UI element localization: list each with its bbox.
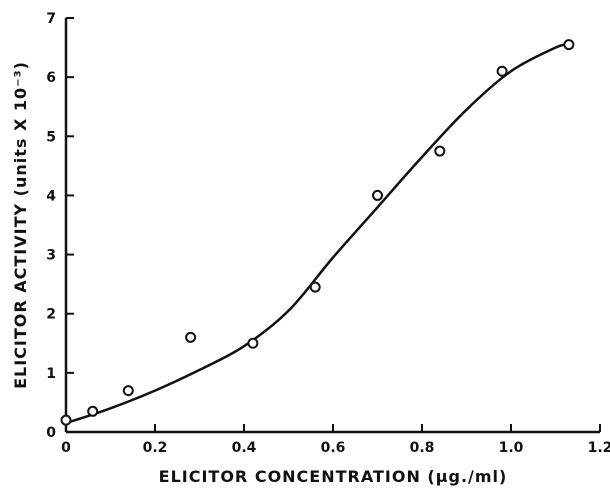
y-axis-label: ELICITOR ACTIVITY (units X 10⁻³) bbox=[11, 61, 30, 389]
x-tick-label: 1.2 bbox=[588, 440, 610, 456]
data-point bbox=[122, 385, 134, 397]
data-points bbox=[60, 39, 575, 426]
data-point bbox=[496, 65, 508, 77]
data-point bbox=[563, 39, 575, 51]
data-point bbox=[87, 405, 99, 417]
y-tick-label: 1 bbox=[46, 366, 56, 382]
x-tick-label: 0 bbox=[61, 440, 71, 456]
x-tick-label: 1.0 bbox=[499, 440, 524, 456]
y-tick-label: 4 bbox=[46, 188, 56, 204]
fit-curve bbox=[65, 43, 570, 425]
x-tick-label: 0.4 bbox=[232, 440, 257, 456]
data-point bbox=[372, 189, 383, 201]
x-axis-ticks: 0 0.2 0.4 0.6 0.8 1.0 1.2 bbox=[61, 424, 610, 456]
y-tick-label: 6 bbox=[46, 70, 56, 86]
data-point bbox=[309, 281, 321, 293]
data-point bbox=[247, 337, 259, 349]
y-tick-label: 3 bbox=[46, 248, 56, 264]
x-tick-label: 0.6 bbox=[321, 440, 346, 456]
axes bbox=[64, 18, 600, 434]
y-tick-label: 2 bbox=[46, 307, 56, 323]
data-point bbox=[434, 145, 446, 157]
x-tick-label: 0.2 bbox=[143, 440, 168, 456]
x-axis-label: ELICITOR CONCENTRATION (μg./ml) bbox=[159, 467, 508, 486]
y-tick-label: 5 bbox=[46, 129, 56, 145]
y-axis-ticks: 0 1 2 3 4 5 6 7 bbox=[46, 11, 74, 441]
y-tick-label: 0 bbox=[46, 425, 56, 441]
x-tick-label: 0.8 bbox=[410, 440, 435, 456]
data-point bbox=[185, 331, 197, 343]
data-point bbox=[60, 414, 72, 426]
y-tick-label: 7 bbox=[46, 11, 56, 27]
